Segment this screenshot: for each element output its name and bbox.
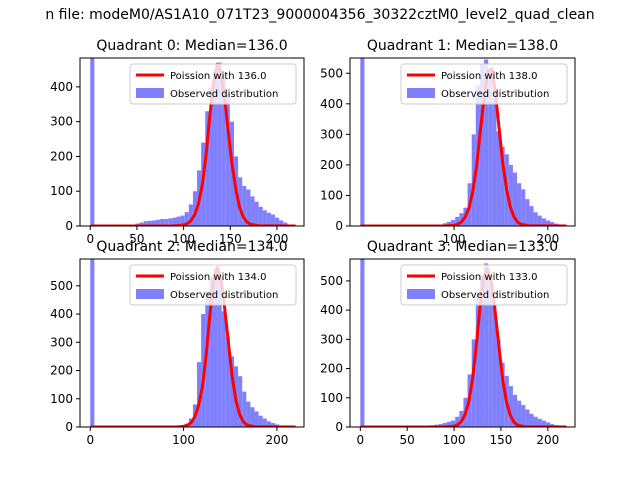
- legend-bar-swatch: [136, 88, 164, 98]
- histogram-bar: [529, 206, 533, 226]
- figure-title: n file: modeM0/AS1A10_071T23_9000004356_…: [45, 7, 594, 23]
- y-tick-label: 500: [320, 66, 343, 80]
- legend-bar-swatch: [407, 88, 435, 98]
- histogram-bar: [509, 165, 513, 226]
- histogram-bar: [255, 411, 259, 427]
- histogram-bar: [521, 189, 525, 226]
- y-tick-label: 100: [320, 188, 343, 202]
- x-tick-label: 0: [86, 433, 94, 447]
- x-tick-label: 50: [400, 433, 415, 447]
- y-tick-label: 200: [320, 362, 343, 376]
- y-tick-label: 400: [50, 307, 73, 321]
- y-tick-label: 400: [320, 303, 343, 317]
- y-tick-label: 300: [320, 127, 343, 141]
- histogram-bar: [271, 215, 275, 226]
- y-tick-label: 300: [50, 335, 73, 349]
- legend-bar-label: Observed distribution: [441, 89, 549, 100]
- histogram-bar: [360, 259, 364, 427]
- legend-bar-swatch: [407, 289, 435, 299]
- y-tick-label: 100: [50, 184, 73, 198]
- y-tick-label: 200: [320, 158, 343, 172]
- y-tick-label: 0: [65, 219, 73, 233]
- y-tick-label: 0: [335, 219, 343, 233]
- y-tick-label: 300: [50, 115, 73, 129]
- x-tick-label: 200: [536, 433, 559, 447]
- legend-bar-swatch: [136, 289, 164, 299]
- subplot-quadrant-1: 100 200 0 100 200 300 400 500 Quadrant 1: Median…: [320, 38, 575, 246]
- legend-bar-label: Observed distribution: [170, 89, 278, 100]
- y-tick-label: 0: [65, 420, 73, 434]
- y-tick-label: 100: [50, 392, 73, 406]
- legend: Poission with 136.0 Observed distribution: [130, 64, 296, 104]
- subplot-quadrant-0: 0 50 100 150 2000100200300400Quadrant 0: Med…: [50, 38, 304, 246]
- subplot-title: Quadrant 2: Median=134.0: [96, 239, 287, 255]
- histogram-bar: [250, 196, 254, 226]
- histogram-bar: [521, 405, 525, 427]
- legend: Poission with 138.0 Observed distribution: [401, 64, 567, 104]
- legend-line-label: Poission with 136.0: [170, 71, 266, 82]
- figure: 0 50 100 150 200 0 100 200 300 400 Quadrant 0: Med…: [0, 0, 640, 480]
- subplot-quadrant-3: 0 50 100 150 200 0 100 200 300 400 500 Quadrant 3: …: [320, 239, 575, 447]
- histogram-bar: [517, 401, 521, 427]
- x-tick-label: 100: [172, 433, 195, 447]
- histogram-bar: [90, 58, 94, 226]
- histogram-bar: [360, 58, 364, 226]
- y-tick-label: 100: [320, 391, 343, 405]
- x-tick-label: 150: [489, 433, 512, 447]
- y-tick-label: 500: [50, 279, 73, 293]
- y-tick-label: 500: [320, 274, 343, 288]
- y-tick-label: 0: [335, 420, 343, 434]
- histogram-bar: [267, 213, 271, 226]
- histogram-bar: [525, 409, 529, 427]
- histogram-bar: [525, 199, 529, 226]
- y-tick-label: 200: [50, 364, 73, 378]
- histogram-bar: [534, 212, 538, 226]
- legend-line-label: Poission with 138.0: [441, 71, 537, 82]
- y-tick-label: 300: [320, 332, 343, 346]
- y-tick-label: 200: [50, 149, 73, 163]
- y-tick-label: 400: [320, 97, 343, 111]
- legend: Poission with 133.0 Observed distribution: [401, 265, 567, 305]
- histogram-bar: [255, 202, 259, 226]
- x-tick-label: 0: [356, 433, 364, 447]
- x-tick-label: 100: [443, 433, 466, 447]
- legend-line-label: Poission with 133.0: [441, 272, 537, 283]
- histogram-bar: [250, 407, 254, 427]
- subplot-title: Quadrant 3: Median=133.0: [367, 239, 558, 255]
- x-tick-label: 0: [86, 232, 94, 246]
- subplot-title: Quadrant 1: Median=138.0: [367, 38, 558, 54]
- legend: Poission with 134.0 Observed distribution: [130, 265, 296, 305]
- histogram-bar: [222, 311, 226, 427]
- legend-bar-label: Observed distribution: [441, 290, 549, 301]
- histogram-bar: [259, 207, 263, 226]
- histogram-bar: [492, 98, 496, 226]
- legend-line-label: Poission with 134.0: [170, 272, 266, 283]
- x-tick-label: 200: [265, 433, 288, 447]
- histogram-bar: [263, 210, 267, 226]
- legend-bar-label: Observed distribution: [170, 290, 278, 301]
- y-tick-label: 400: [50, 80, 73, 94]
- subplot-quadrant-2: 0 100 200 0 100 200 300 400 500 Quadrant 2: Media…: [50, 239, 304, 447]
- histogram-bar: [529, 414, 533, 427]
- subplot-title: Quadrant 0: Median=136.0: [96, 38, 287, 54]
- histogram-bar: [90, 259, 94, 427]
- figure-canvas: 0 50 100 150 200 0 100 200 300 400 Quadrant 0: Med…: [0, 0, 640, 480]
